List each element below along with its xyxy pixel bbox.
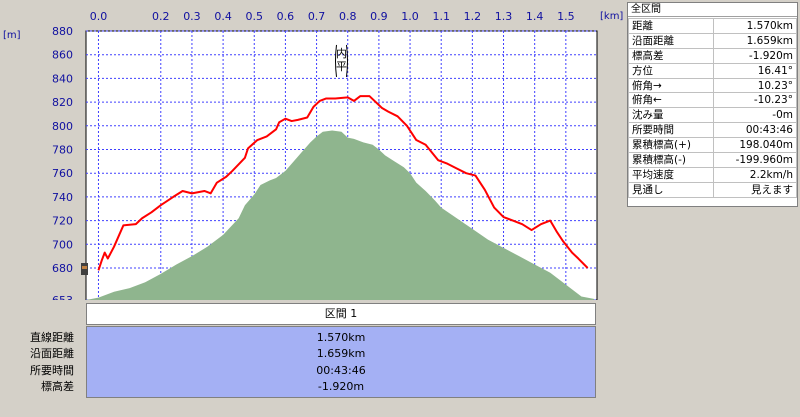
poi-label-char: 平 [336,60,347,73]
summary-label: 累積標高(-) [628,152,714,168]
x-tick-label: 0.3 [183,10,201,23]
y-axis-ticks: 653 680 700 720 740 760 780 800 820 840 860 880 [52,25,73,300]
summary-value: 198.040m [713,137,797,154]
x-tick-label: 1.4 [526,10,544,23]
section-row-label: 所要時間 [30,364,74,377]
summary-row: 累積標高(+) 198.040m [628,137,797,154]
summary-row: 俯角← -10.23° [628,92,797,109]
x-tick-label: 1.2 [464,10,482,23]
x-tick-label: 1.0 [401,10,419,23]
summary-row: 見通し 見えます [628,181,797,198]
summary-label: 距離 [628,18,714,34]
summary-value: 1.659km [713,32,797,49]
summary-label: 累積標高(+) [628,137,714,154]
x-tick-label: 0.9 [370,10,388,23]
summary-value: 00:43:46 [713,122,797,139]
summary-value: -10.23° [713,92,797,109]
x-tick-label: 0.5 [246,10,264,23]
section-value: 1.659km [316,347,366,360]
summary-value: -199.960m [713,152,797,168]
summary-row: 距離 1.570km [628,18,797,34]
section-row-label: 標高差 [41,380,74,393]
summary-value: 1.570km [713,18,797,34]
summary-value: -1.920m [713,47,797,64]
summary-row: 標高差 -1.920m [628,47,797,64]
summary-row: 方位 16.41° [628,62,797,79]
summary-title: 全区間 [628,3,797,17]
y-tick-label: 840 [52,72,73,85]
y-tick-label: 653 [52,294,73,300]
section-values: 1.570km 1.659km 00:43:46 -1.920m [86,326,596,398]
x-tick-label: 0.8 [339,10,357,23]
x-tick-label: 0.0 [90,10,108,23]
annotations: 内平 [335,44,348,78]
y-tick-label: 700 [52,238,73,251]
section-row-label: 沿面距離 [30,347,74,360]
summary-row: 沈み量 -0m [628,107,797,124]
x-tick-label: 1.1 [432,10,450,23]
terrain-area [86,130,594,300]
summary-label: 所要時間 [628,122,714,139]
terrain-area-shape [86,130,594,300]
y-tick-label: 760 [52,167,73,180]
y-tick-label: 800 [52,120,73,133]
y-tick-label: 880 [52,25,73,38]
elevation-profile-chart: 0.0 0.2 0.3 0.4 0.5 0.6 0.7 0.8 0.9 1.0 1.1 1.2 1.3 1… [3,10,623,300]
summary-label: 方位 [628,62,714,79]
y-tick-label: 820 [52,96,73,109]
summary-label: 沈み量 [628,107,714,124]
x-unit-label: [km] [600,11,623,22]
x-axis-ticks: 0.0 0.2 0.3 0.4 0.5 0.6 0.7 0.8 0.9 1.0 1.1 1.2 1.3 1… [90,10,575,23]
section-header[interactable]: 区間 1 [86,303,596,325]
poi-annotation: 内平 [335,44,348,78]
summary-label: 俯角← [628,92,714,109]
x-tick-label: 1.3 [495,10,513,23]
summary-row: 俯角→ 10.23° [628,77,797,94]
summary-label: 見通し [628,181,714,198]
x-tick-label: 0.4 [214,10,232,23]
y-unit-label: [m] [3,30,21,41]
poi-label-char: 内 [336,46,347,60]
section-value: -1.920m [317,380,365,393]
x-tick-label: 0.6 [277,10,295,23]
summary-label: 標高差 [628,47,714,64]
section-value: 1.570km [316,331,366,344]
summary-label: 平均速度 [628,166,714,183]
summary-label: 俯角→ [628,77,714,94]
x-tick-label: 1.5 [557,10,575,23]
x-tick-label: 0.2 [152,10,170,23]
summary-row: 累積標高(-) -199.960m [628,152,797,168]
section-value: 00:43:46 [316,364,366,377]
y-tick-label: 780 [52,144,73,157]
summary-row: 平均速度 2.2km/h [628,166,797,183]
y-tick-label: 720 [52,215,73,228]
y-tick-label: 860 [52,49,73,62]
y-tick-label: 740 [52,191,73,204]
summary-value: 16.41° [713,62,797,79]
y-tick-label: 680 [52,262,73,275]
summary-value: -0m [713,107,797,124]
summary-value: 10.23° [713,77,797,94]
summary-table: 距離 1.570km 沿面距離 1.659km 標高差 -1.920m 方位 16.41° 俯角… [628,18,797,198]
summary-row: 所要時間 00:43:46 [628,122,797,139]
summary-value: 見えます [713,181,797,198]
summary-value: 2.2km/h [713,166,797,183]
section-row-label: 直線距離 [30,331,74,344]
summary-panel: 全区間 距離 1.570km 沿面距離 1.659km 標高差 -1.920m 方位 16.4… [627,2,798,207]
route-elevation-line [97,95,589,271]
start-marker [81,263,88,275]
summary-row: 沿面距離 1.659km [628,32,797,49]
route-line [97,95,589,271]
summary-label: 沿面距離 [628,32,714,49]
x-tick-label: 0.7 [308,10,326,23]
